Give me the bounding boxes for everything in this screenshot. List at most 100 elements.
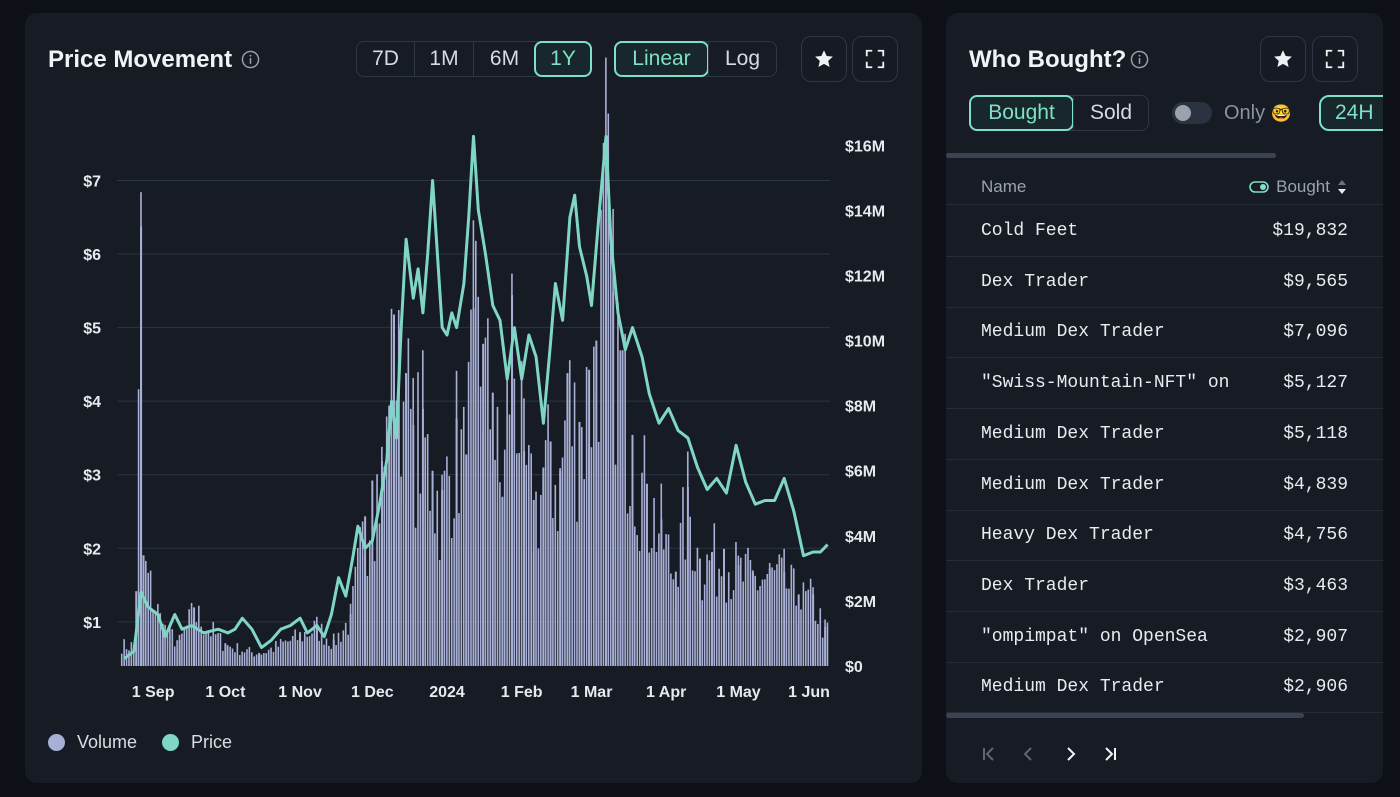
volume-bar [475,240,477,666]
volume-bar [417,372,419,666]
volume-bar [149,570,152,666]
volume-bar [164,624,166,666]
star-icon [815,50,833,67]
volume-bar [540,494,542,666]
volume-bar [279,639,282,666]
volume-bar [328,645,330,666]
volume-bar [807,589,810,666]
table-row[interactable]: Medium Dex Trader $7,096 [946,307,1383,359]
volume-bar [814,620,817,666]
next-page-button[interactable] [1055,739,1085,769]
range-1m-button[interactable]: 1M [414,42,473,76]
range-6m-button[interactable]: 6M [473,42,535,76]
volume-bar [161,623,164,666]
volume-bar [157,603,159,666]
y-left-tick-label: $1 [83,615,101,632]
prev-page-button[interactable] [1014,739,1044,769]
volume-bar [503,449,506,666]
y-right-tick-label: $0 [845,659,863,676]
volume-bar [660,519,663,666]
volume-bar [494,459,496,666]
volume-bar [723,548,726,666]
volume-bar [571,446,573,666]
next-page-icon [1067,747,1076,761]
volume-bar [715,596,718,666]
table-row[interactable]: Medium Dex Trader $4,839 [946,460,1383,511]
table-row[interactable]: Medium Dex Trader $5,118 [946,409,1383,460]
range-selector: 7D 1M 6M 1Y [356,41,592,77]
volume-bar [395,400,398,666]
favorite-button[interactable] [801,36,847,82]
only-toggle[interactable] [1172,102,1212,124]
volume-bar [231,648,234,666]
nerd-emoji-icon: 🤓 [1270,104,1292,123]
last-page-button[interactable] [1095,739,1125,769]
first-page-button[interactable] [974,739,1004,769]
volume-bar [645,483,648,666]
volume-bar [123,639,125,666]
info-icon[interactable] [1130,50,1149,69]
table-row[interactable]: Medium Dex Trader $2,906 [946,662,1383,714]
expand-icon [865,49,885,69]
volume-bar [137,389,140,666]
volume-bar [749,559,752,666]
volume-bar [455,418,458,666]
table-row[interactable]: "ompimpat" on OpenSea $2,907 [946,612,1383,663]
volume-bar [183,629,186,666]
fullscreen-button[interactable] [852,36,898,82]
volume-bar [554,484,557,666]
info-icon[interactable] [241,50,260,69]
fullscreen-button[interactable] [1312,36,1358,82]
volume-bar [612,291,615,666]
volume-bar [142,555,145,666]
table-row[interactable]: "Swiss-Mountain-NFT" on $5,127 [946,358,1383,410]
period-24h-button[interactable]: 24H [1319,95,1383,131]
volume-bar [518,452,520,666]
column-bought-header[interactable]: Bought [1249,177,1348,197]
volume-bar [747,547,749,666]
scale-log-button[interactable]: Log [708,42,776,76]
table-row[interactable]: Dex Trader $3,463 [946,561,1383,612]
table-row[interactable]: Dex Trader $9,565 [946,257,1383,308]
volume-bar [501,496,504,666]
table-header: Name Bought [946,163,1383,205]
volume-bar [190,602,193,666]
volume-bar [458,513,460,666]
last-page-icon [1105,747,1116,761]
volume-bar [542,467,545,666]
volume-bar [800,609,802,666]
volume-bar [792,568,795,666]
table-row[interactable]: Cold Feet $19,832 [946,206,1383,257]
volume-bar [424,437,427,666]
y-left-tick-label: $4 [83,394,101,411]
volume-bar [335,645,337,666]
volume-bar [289,640,292,666]
volume-bar [250,652,253,666]
volume-bar [140,226,143,667]
volume-bar [824,626,827,666]
range-1y-button[interactable]: 1Y [534,41,592,77]
legend-volume[interactable]: Volume [48,732,137,753]
bought-amount: $4,839 [1283,474,1348,495]
volume-bar [515,453,518,666]
column-name-header[interactable]: Name [981,177,1027,196]
volume-bar [349,613,352,666]
bought-amount: $5,127 [1283,373,1348,394]
table-scrollbar-bottom[interactable] [946,713,1304,718]
volume-bar [788,588,790,666]
volume-bar [429,510,431,666]
favorite-button[interactable] [1260,36,1306,82]
volume-bar [638,550,641,666]
x-tick-label: 1 Apr [646,684,686,701]
scale-linear-button[interactable]: Linear [614,41,709,77]
volume-bar [672,579,675,666]
volume-bar [132,645,135,666]
tab-sold[interactable]: Sold [1073,96,1148,130]
range-7d-button[interactable]: 7D [372,47,399,70]
volume-bar [655,551,658,666]
table-scrollbar-top[interactable] [946,153,1276,158]
tab-bought[interactable]: Bought [969,95,1074,131]
legend-price[interactable]: Price [162,732,232,753]
volume-bar [689,516,691,666]
table-row[interactable]: Heavy Dex Trader $4,756 [946,510,1383,562]
